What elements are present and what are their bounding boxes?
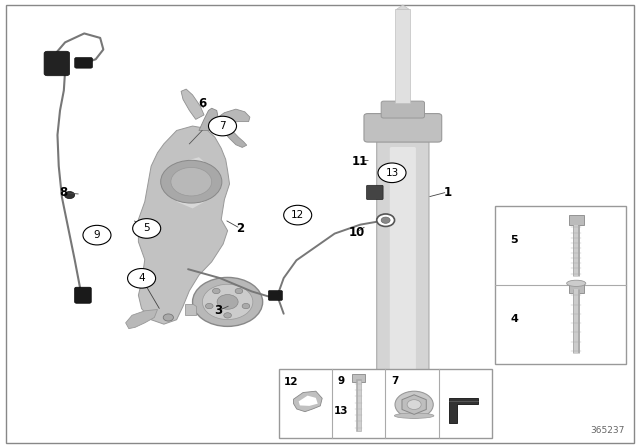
Text: 5: 5 [511,235,518,245]
Circle shape [377,214,394,226]
Text: 4: 4 [138,273,145,283]
Text: 6: 6 [198,97,206,110]
FancyBboxPatch shape [268,291,282,300]
FancyBboxPatch shape [381,101,424,118]
FancyBboxPatch shape [75,287,92,303]
Circle shape [396,398,409,406]
Text: 13: 13 [334,406,349,417]
Polygon shape [185,304,196,315]
Circle shape [65,191,75,198]
Text: 8: 8 [60,186,68,199]
Polygon shape [299,396,317,406]
FancyBboxPatch shape [390,147,416,401]
Polygon shape [173,157,215,208]
Circle shape [193,277,262,327]
Circle shape [212,289,220,294]
Circle shape [378,163,406,183]
Text: 9: 9 [93,230,100,240]
Polygon shape [125,310,157,329]
Text: 1: 1 [444,186,451,199]
Circle shape [390,393,415,411]
Polygon shape [449,398,478,422]
Circle shape [235,289,243,294]
Circle shape [395,391,433,418]
Text: 7: 7 [391,376,399,386]
Ellipse shape [566,280,586,286]
Circle shape [132,219,161,238]
FancyBboxPatch shape [44,51,70,76]
Polygon shape [138,126,230,324]
Circle shape [205,303,213,309]
Text: 13: 13 [385,168,399,178]
Text: 5: 5 [143,224,150,233]
Circle shape [163,314,173,321]
Polygon shape [396,5,409,9]
Circle shape [209,116,237,136]
Circle shape [407,400,421,409]
Text: 3: 3 [214,304,222,317]
FancyBboxPatch shape [278,369,492,438]
Polygon shape [181,89,204,119]
FancyBboxPatch shape [495,206,626,364]
Circle shape [83,225,111,245]
Polygon shape [294,391,322,412]
Circle shape [127,268,156,288]
Text: 9: 9 [338,376,345,386]
Text: 365237: 365237 [590,426,625,435]
Polygon shape [199,108,218,130]
Text: 12: 12 [284,378,299,388]
Text: 12: 12 [291,210,305,220]
Circle shape [171,168,212,196]
Polygon shape [217,109,250,124]
Circle shape [381,217,390,224]
Circle shape [224,313,232,318]
Circle shape [202,284,253,319]
Polygon shape [352,374,365,383]
FancyBboxPatch shape [364,114,442,142]
Text: 7: 7 [219,121,226,131]
Polygon shape [402,395,426,414]
Polygon shape [568,284,584,293]
FancyBboxPatch shape [377,137,429,411]
FancyBboxPatch shape [6,5,634,443]
Circle shape [217,295,238,309]
Circle shape [284,205,312,225]
Ellipse shape [394,413,434,418]
Text: 2: 2 [236,222,244,235]
FancyBboxPatch shape [395,9,410,103]
Text: 10: 10 [349,226,365,239]
Circle shape [161,160,222,203]
Polygon shape [568,215,584,225]
FancyBboxPatch shape [75,57,93,68]
Circle shape [242,303,250,309]
FancyBboxPatch shape [367,185,383,199]
Text: 4: 4 [511,314,518,324]
Polygon shape [220,124,246,147]
Text: 11: 11 [352,155,368,168]
